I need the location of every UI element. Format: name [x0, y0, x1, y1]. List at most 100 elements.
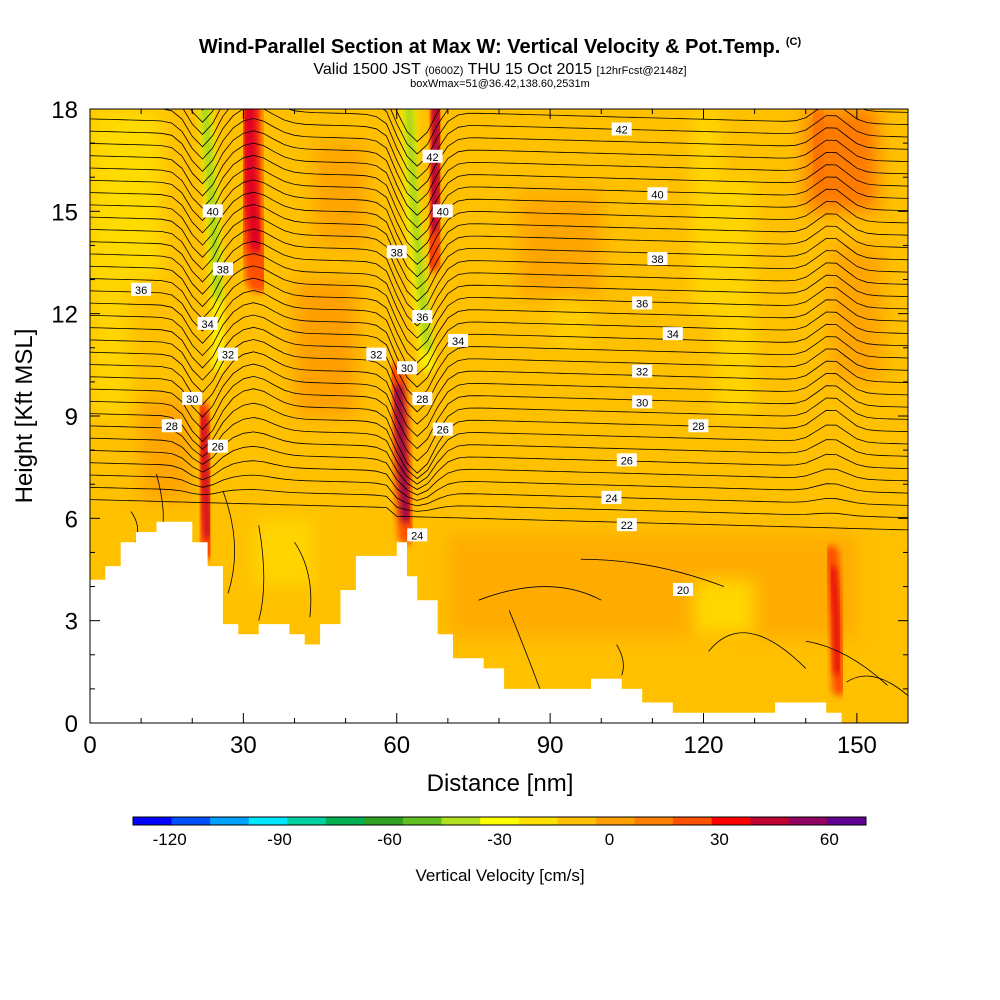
- box-info: boxWmax=51@36.42,138.60,2531m: [410, 78, 590, 90]
- field-patch: [713, 177, 755, 416]
- contour-label-box: [412, 391, 433, 405]
- contour-label-text: 30: [186, 394, 198, 406]
- contour-label: 36: [131, 282, 152, 297]
- theta-contour: [90, 240, 908, 327]
- contour-label-text: 28: [692, 421, 704, 433]
- contour-label: 26: [207, 439, 228, 454]
- colorbar: Vertical Velocity [cm/s] -120 -90 -60 -30 0 3…: [132, 816, 867, 885]
- contour-label: 40: [432, 204, 453, 218]
- contour-label: 34: [448, 333, 469, 348]
- y-tick-label: 12: [51, 302, 78, 329]
- contour-label-box: [212, 262, 233, 276]
- colorbar-swatch: [248, 817, 288, 825]
- contour-label-box: [182, 391, 203, 405]
- contour-label-box: [396, 361, 417, 375]
- contour-label: 28: [412, 391, 433, 406]
- contour-label-box: [407, 528, 428, 542]
- contour-label-box: [422, 149, 443, 163]
- contour-label: 42: [611, 122, 632, 136]
- velocity-field: [90, 109, 883, 696]
- contour-label-text: 40: [437, 206, 449, 218]
- colorbar-swatch: [480, 817, 520, 825]
- contour-label: 40: [647, 187, 668, 201]
- colorbar-label: Vertical Velocity [cm/s]: [415, 866, 584, 885]
- colorbar-tick-label: -60: [377, 830, 402, 849]
- contour-label-text: 38: [391, 247, 403, 259]
- contour-label-text: 32: [636, 367, 648, 379]
- x-tick-label: 150: [837, 732, 877, 759]
- x-tick-label: 90: [537, 732, 564, 759]
- contour-label: 30: [396, 361, 417, 375]
- contour-label-box: [386, 245, 407, 259]
- theta-contour: [90, 402, 908, 480]
- theta-contour: [90, 363, 908, 450]
- contour-label-text: 32: [370, 350, 382, 362]
- field-patch: [519, 194, 602, 297]
- contour-label: 28: [688, 419, 709, 433]
- contour-label: 30: [632, 395, 653, 409]
- y-tick-label: 15: [51, 199, 78, 226]
- colorbar-swatch: [750, 817, 790, 825]
- colorbar-swatch: [557, 817, 597, 825]
- theta-contour: [90, 314, 908, 401]
- contour-label-text: 40: [207, 206, 219, 218]
- theta-contour: [90, 302, 908, 388]
- contour-label-box: [632, 296, 653, 310]
- axes: Distance [nm] Height [Kft MSL] 0 30 60 90 12…: [11, 97, 909, 797]
- theta-contour: [90, 154, 908, 241]
- colorbar-swatch: [595, 817, 636, 825]
- contour-label: 30: [182, 391, 203, 406]
- colorbar-swatch: [711, 817, 751, 825]
- contour-label-text: 34: [667, 329, 679, 341]
- theta-contour: [708, 632, 807, 669]
- contour-label-box: [218, 347, 239, 361]
- contour-label-text: 34: [201, 319, 213, 331]
- y-tick-label: 18: [51, 97, 78, 124]
- copyright-mark: (C): [785, 36, 802, 48]
- theta-contour: [90, 445, 908, 496]
- contour-label-text: 28: [166, 421, 178, 433]
- terrain-mask: [90, 521, 842, 723]
- contour-label: 32: [632, 364, 653, 379]
- theta-contour: [90, 142, 908, 229]
- x-axis-label: Distance [nm]: [427, 770, 574, 797]
- colorbar-frame: [132, 816, 867, 826]
- contour-label-text: 36: [636, 298, 648, 310]
- contour-label-text: 32: [222, 350, 234, 362]
- contour-label-text: 42: [426, 152, 438, 164]
- forecast-info: [12hrFcst@2148z]: [596, 65, 687, 77]
- contour-label-box: [432, 422, 453, 436]
- valid-utc: (0600Z): [424, 65, 464, 77]
- field-patch: [831, 245, 883, 382]
- colorbar-tick-label: -120: [153, 830, 187, 849]
- contour-label-text: 24: [411, 530, 423, 542]
- theta-contour: [90, 499, 908, 531]
- updraft-core: [829, 566, 841, 675]
- colorbar-tick-label: 60: [820, 830, 839, 849]
- x-tick-label: 30: [230, 732, 257, 759]
- contour-label-box: [207, 439, 228, 453]
- contour-label-box: [688, 419, 709, 433]
- theta-contour: [159, 109, 908, 180]
- theta-contour: [90, 130, 908, 216]
- colorbar-swatch: [673, 817, 713, 825]
- contour-label: 40: [202, 204, 223, 218]
- theta-contour: [258, 525, 265, 621]
- contour-label-text: 38: [217, 264, 229, 276]
- contour-label-box: [632, 364, 653, 378]
- contour-label-box: [131, 282, 152, 296]
- field-patch: [693, 109, 719, 314]
- y-tick-label: 3: [65, 609, 78, 636]
- y-tick-label: 0: [65, 711, 78, 738]
- contour-label-text: 40: [651, 189, 663, 201]
- contour-labels: 42 42 40 40 40 38 38 38 36 36 36 34 34 34 32 32 32 30 30 30…: [131, 122, 709, 597]
- colorbar-swatch: [133, 817, 173, 825]
- contour-label: 38: [647, 252, 668, 266]
- theta-contour: [90, 474, 908, 507]
- contour-label-text: 36: [416, 312, 428, 324]
- contour-label: 28: [161, 419, 182, 433]
- field-patch: [314, 143, 367, 246]
- x-tick-label: 60: [383, 732, 410, 759]
- contour-label: 26: [616, 453, 637, 467]
- contour-label-text: 24: [605, 493, 617, 505]
